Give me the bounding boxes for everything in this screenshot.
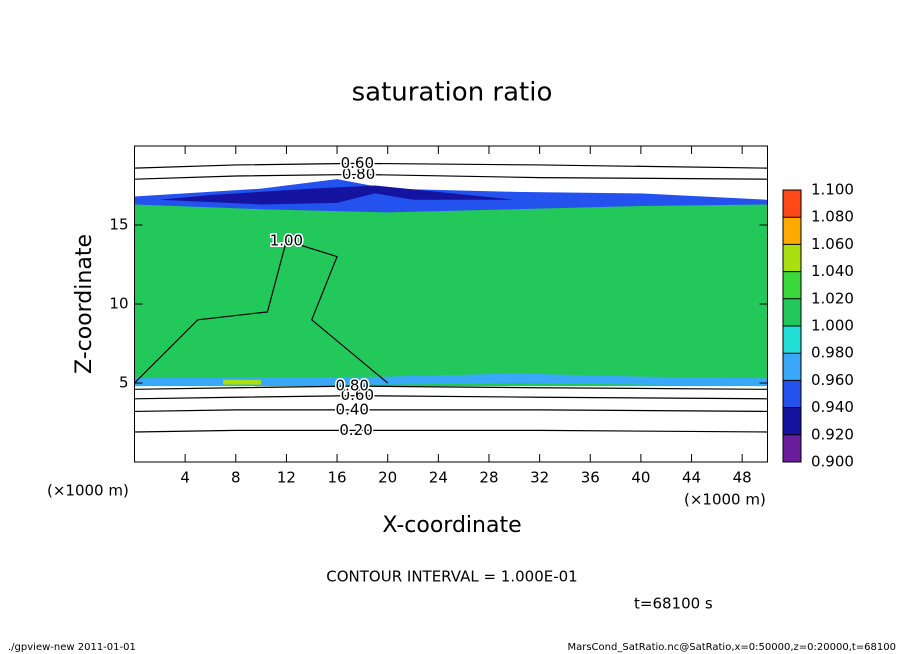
footer-right: MarsCond_SatRatio.nc@SatRatio,x=0:50000,… (567, 642, 896, 653)
y-tick-label: 5 (119, 374, 129, 392)
colorbar-label: 1.080 (811, 208, 854, 226)
x-tick-label: 16 (328, 469, 347, 487)
x-tick-label: 44 (682, 469, 701, 487)
colorbar-label: 1.060 (811, 235, 854, 253)
field-region (134, 202, 768, 387)
contour-label: 0.80 (336, 377, 369, 395)
contour-line (134, 409, 768, 413)
contour-line (134, 162, 768, 169)
x-tick-label: 4 (180, 469, 190, 487)
contour-label: 0.60 (341, 386, 374, 404)
contour-note: CONTOUR INTERVAL = 1.000E-01 (326, 568, 577, 586)
contour-line (134, 429, 768, 433)
colorbar-label: 1.100 (811, 181, 854, 199)
colorbar-bin (783, 217, 801, 245)
chart-title: saturation ratio (352, 78, 553, 108)
y-units: (×1000 m) (47, 482, 129, 500)
contour-label: 0.40 (336, 400, 369, 418)
colorbar-label: 0.900 (811, 453, 854, 471)
field-region (159, 185, 515, 205)
contour-label: 0.60 (341, 154, 374, 172)
x-tick-label: 24 (429, 469, 448, 487)
x-tick-label: 20 (378, 469, 397, 487)
colorbar-label: 1.040 (811, 262, 854, 280)
x-tick-label: 36 (581, 469, 600, 487)
contour-line (134, 385, 768, 390)
colorbar-bin (783, 380, 801, 408)
colorbar-label: 0.920 (811, 425, 854, 443)
time-label: t=68100 s (634, 595, 713, 613)
contour-line (134, 173, 768, 180)
x-tick-label: 48 (733, 469, 752, 487)
x-units: (×1000 m) (684, 491, 766, 509)
colorbar-label: 0.960 (811, 371, 854, 389)
contour-line (134, 395, 768, 400)
colorbar-bin (783, 326, 801, 354)
y-tick-label: 15 (109, 216, 128, 234)
x-tick-label: 8 (231, 469, 241, 487)
colorbar-bin (783, 353, 801, 381)
y-axis-label: Z-coordinate (72, 234, 97, 374)
footer-left: ./gpview-new 2011-01-01 (8, 642, 136, 653)
field-region (134, 373, 768, 387)
contour-label: 0.20 (339, 421, 372, 439)
x-tick-label: 40 (631, 469, 650, 487)
y-tick-label: 10 (109, 295, 128, 313)
colorbar-label: 1.000 (811, 317, 854, 335)
x-tick-label: 32 (530, 469, 549, 487)
colorbar-label: 1.020 (811, 289, 854, 307)
colorbar-bin (783, 407, 801, 435)
field-region (223, 379, 262, 385)
colorbar-bin (783, 434, 801, 462)
contour-line (134, 240, 389, 384)
contour-label: 1.00 (270, 231, 303, 249)
colorbar-label: 0.940 (811, 398, 854, 416)
colorbar-label: 0.980 (811, 344, 854, 362)
colorbar-bin (783, 190, 801, 218)
x-tick-label: 28 (479, 469, 498, 487)
contour-label: 0.80 (342, 165, 375, 183)
colorbar-bin (783, 271, 801, 299)
x-tick-label: 12 (277, 469, 296, 487)
colorbar-bin (783, 244, 801, 272)
colorbar-bin (783, 298, 801, 326)
x-axis-label: X-coordinate (382, 513, 521, 538)
